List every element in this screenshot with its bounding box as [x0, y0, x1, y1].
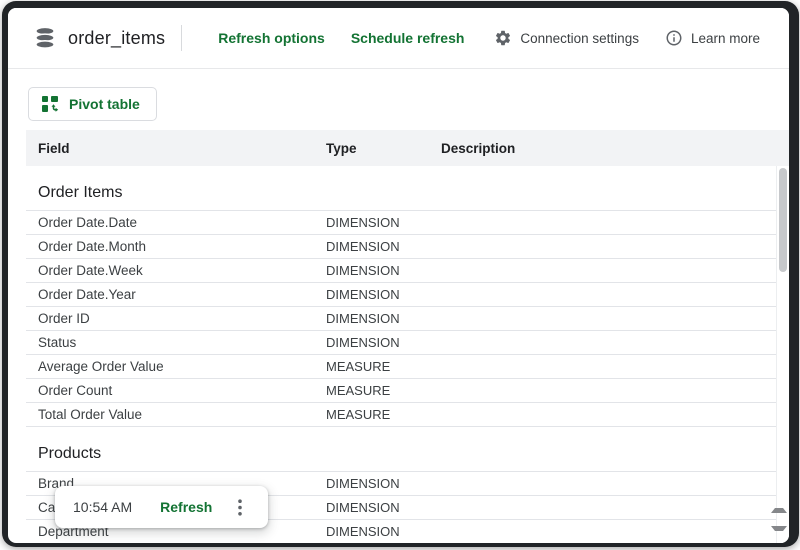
learn-more-button[interactable]: Learn more	[665, 29, 760, 47]
type-cell: DIMENSION	[326, 311, 400, 326]
schedule-refresh-link[interactable]: Schedule refresh	[350, 30, 465, 46]
type-cell: DIMENSION	[326, 335, 400, 350]
table-row[interactable]: Average Order Value MEASURE	[26, 354, 777, 378]
pivot-table-icon	[42, 96, 59, 112]
learn-more-label: Learn more	[690, 30, 760, 46]
type-cell: DIMENSION	[326, 524, 400, 539]
field-section: Order Items Order Date.Date DIMENSION Or…	[26, 183, 777, 427]
type-cell: MEASURE	[326, 359, 391, 374]
type-cell: DIMENSION	[326, 239, 400, 254]
section-title: Products	[38, 445, 102, 462]
type-cell: DIMENSION	[326, 476, 400, 491]
scrollbar-up-arrow-icon[interactable]	[771, 508, 787, 513]
type-cell: MEASURE	[326, 383, 391, 398]
pivot-table-label: Pivot table	[69, 96, 140, 112]
field-cell: Order Date.Year	[38, 287, 136, 302]
refresh-button[interactable]: Refresh	[160, 499, 213, 515]
type-cell: DIMENSION	[326, 263, 400, 278]
column-header-description: Description	[441, 140, 516, 156]
field-cell: Order Count	[38, 383, 113, 398]
type-cell: DIMENSION	[326, 500, 400, 515]
field-cell: Order ID	[38, 311, 90, 326]
type-cell: MEASURE	[326, 407, 391, 422]
scrollbar-down-arrow-icon[interactable]	[771, 526, 787, 531]
field-cell: Total Order Value	[38, 407, 143, 422]
table-header-row: Field Type Description	[26, 130, 789, 166]
more-vert-icon	[238, 498, 243, 516]
info-icon	[666, 30, 682, 46]
type-cell: DIMENSION	[326, 215, 400, 230]
gear-icon	[496, 30, 511, 46]
field-cell: Status	[38, 335, 77, 350]
database-icon	[35, 26, 55, 49]
page-title: order_items	[68, 27, 166, 48]
toast-menu-button[interactable]	[238, 498, 243, 516]
table-row[interactable]: Order Date.Date DIMENSION	[26, 210, 777, 234]
field-table-body: Order Items Order Date.Date DIMENSION Or…	[26, 166, 777, 543]
table-row[interactable]: Status DIMENSION	[26, 330, 777, 354]
table-row[interactable]: Order Date.Week DIMENSION	[26, 258, 777, 282]
section-rows: Order Date.Date DIMENSION Order Date.Mon…	[26, 210, 777, 427]
table-row[interactable]: Total Order Value MEASURE	[26, 402, 777, 426]
column-header-field: Field	[38, 140, 70, 156]
last-refresh-time: 10:54 AM	[73, 499, 133, 515]
header-divider	[181, 25, 183, 51]
field-cell: Average Order Value	[38, 359, 164, 374]
field-cell: Order Date.Month	[38, 239, 147, 254]
connection-settings-label: Connection settings	[520, 30, 639, 46]
field-cell: Order Date.Week	[38, 263, 143, 278]
table-row[interactable]: Order Count MEASURE	[26, 378, 777, 402]
table-row[interactable]: Order Date.Month DIMENSION	[26, 234, 777, 258]
header-bar: order_items Refresh options Schedule ref…	[8, 8, 789, 69]
refresh-options-link[interactable]: Refresh options	[218, 30, 325, 46]
refresh-toast: 10:54 AM Refresh	[55, 486, 268, 528]
column-header-type: Type	[326, 140, 357, 156]
type-cell: DIMENSION	[326, 287, 400, 302]
section-title: Order Items	[38, 184, 123, 201]
table-row[interactable]: Order ID DIMENSION	[26, 306, 777, 330]
connected-sheet-window: order_items Refresh options Schedule ref…	[8, 8, 789, 543]
vertical-scrollbar-thumb[interactable]	[779, 168, 787, 272]
table-row[interactable]: Order Date.Year DIMENSION	[26, 282, 777, 306]
field-cell: Order Date.Date	[38, 215, 138, 230]
header-actions: Connection settings Learn more	[494, 29, 760, 47]
pivot-table-button[interactable]: Pivot table	[28, 87, 157, 121]
connection-settings-button[interactable]: Connection settings	[494, 29, 639, 47]
